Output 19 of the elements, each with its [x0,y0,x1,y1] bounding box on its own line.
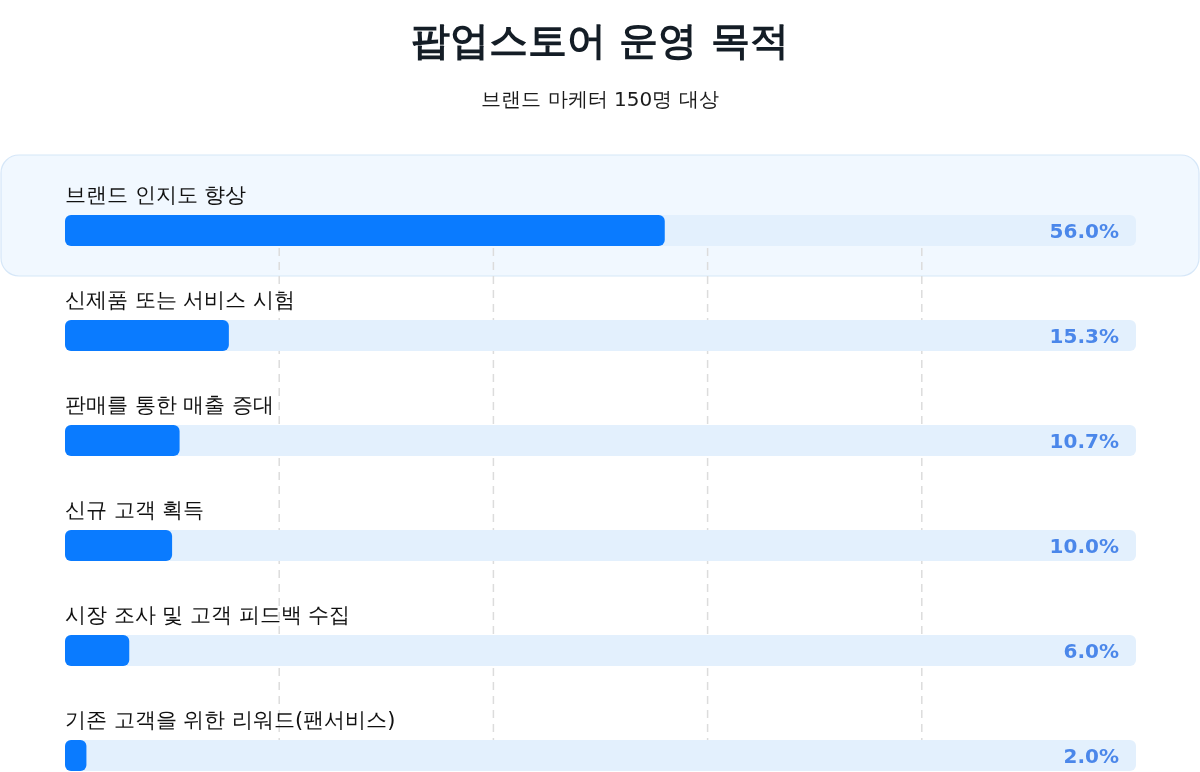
bar [65,530,173,561]
bar [65,740,87,771]
chart-subtitle: 브랜드 마케터 150명 대상 [481,87,719,111]
bar [65,320,229,351]
data-label: 10.0% [1049,533,1119,558]
chart-title: 팝업스토어 운영 목적 [410,18,790,63]
bar [65,635,130,666]
y-tick-label: 기존 고객을 위한 리워드(팬서비스) [65,708,396,732]
data-label: 2.0% [1063,743,1119,768]
data-label: 10.7% [1049,428,1119,453]
data-label: 6.0% [1063,638,1119,663]
y-tick-label: 신규 고객 획득 [65,498,205,522]
y-tick-label: 시장 조사 및 고객 피드백 수집 [65,603,351,627]
bar [65,425,180,456]
data-label: 15.3% [1049,323,1119,348]
y-tick-label: 브랜드 인지도 향상 [65,183,247,207]
data-label: 56.0% [1049,218,1119,243]
y-tick-label: 판매를 통한 매출 증대 [65,393,275,417]
y-tick-label: 신제품 또는 서비스 시험 [65,288,296,312]
